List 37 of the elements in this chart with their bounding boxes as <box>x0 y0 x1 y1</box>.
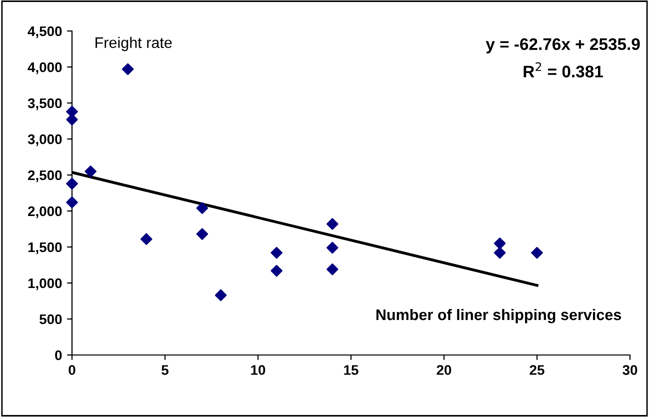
point <box>531 246 543 259</box>
y-tick-label: 0 <box>55 350 62 360</box>
x-tick-label: 10 <box>251 365 266 375</box>
point <box>66 178 78 190</box>
point <box>140 233 152 245</box>
x-axis-title: Number of liner shipping services <box>376 308 622 324</box>
y-tick-label: 4,500 <box>28 26 62 38</box>
point <box>326 218 338 230</box>
x-tick-label: 15 <box>344 365 358 375</box>
point <box>494 238 506 250</box>
y-axis-title: Freight rate <box>96 36 172 52</box>
x-tick-label: 20 <box>436 365 452 375</box>
point <box>494 246 506 259</box>
y-tick-label: 3,500 <box>28 98 62 110</box>
x-tick-label: 0 <box>68 365 76 375</box>
point <box>270 264 282 277</box>
annotation: y = -62.76x + 2535.9 <box>486 38 640 54</box>
point <box>326 263 338 276</box>
point <box>196 228 208 240</box>
x-tick-label: 25 <box>530 365 544 375</box>
y-tick-label: 3,000 <box>28 134 62 146</box>
point <box>84 166 96 178</box>
y-tick-label: 1,500 <box>28 242 62 254</box>
point <box>326 242 338 254</box>
point <box>66 196 78 208</box>
point <box>214 289 227 302</box>
y-tick-label: 2,000 <box>28 206 62 218</box>
annotation: R$^{2}$ = 0.381 <box>524 62 603 78</box>
y-tick-label: 1,000 <box>28 278 62 290</box>
y-tick-label: 2,500 <box>28 170 62 182</box>
point <box>122 63 134 76</box>
y-tick-label: 500 <box>40 314 62 324</box>
x-tick-label: 30 <box>622 365 638 375</box>
point <box>270 246 282 259</box>
x-tick-label: 5 <box>162 365 168 375</box>
y-tick-label: 4,000 <box>28 62 62 74</box>
point <box>196 202 208 214</box>
